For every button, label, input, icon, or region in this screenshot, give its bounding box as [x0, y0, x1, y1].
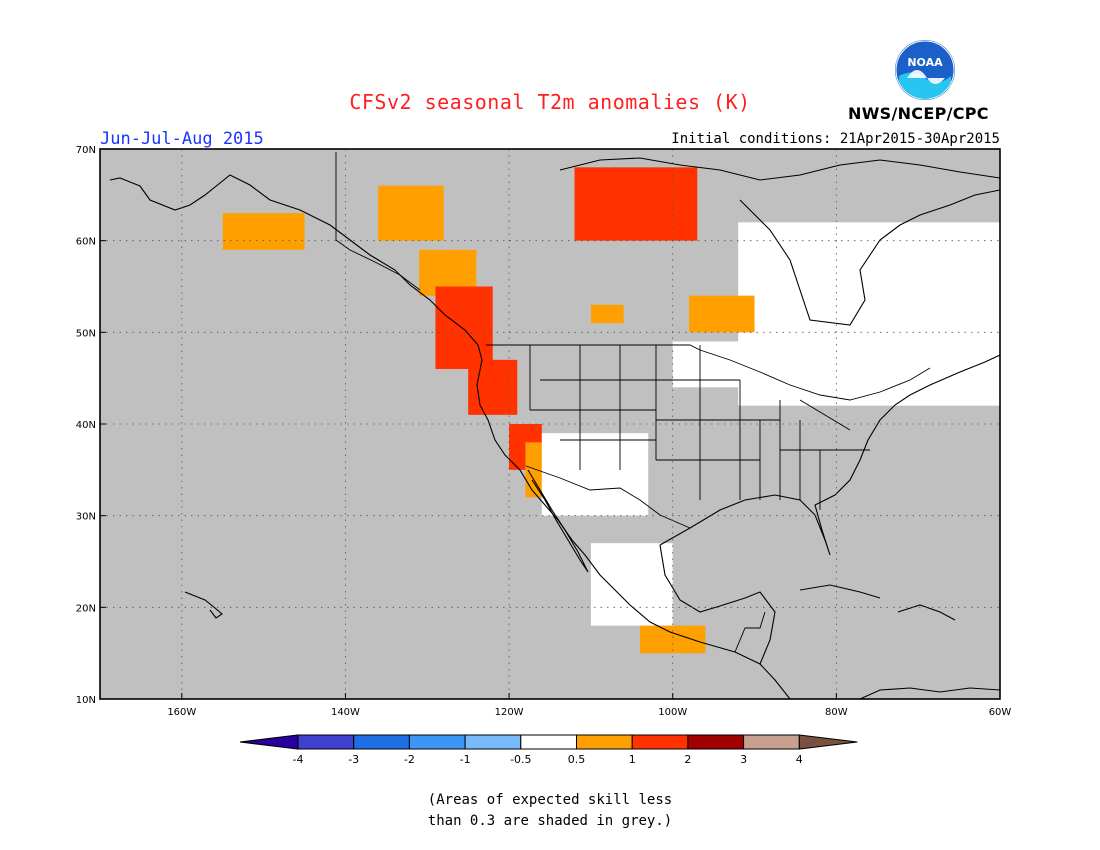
- anomaly-region-15: [590, 304, 624, 324]
- colorbar-box: [687, 734, 745, 750]
- coastline-arctic: [559, 157, 1000, 181]
- colorbar-box: [353, 734, 410, 750]
- lon-label: 60W: [989, 707, 1012, 718]
- anomaly-region-5: [435, 286, 493, 369]
- lon-label: 80W: [825, 707, 848, 718]
- coastline-southamerica: [859, 687, 1000, 699]
- coastline-baja: [527, 469, 589, 573]
- colorbar-label: -2: [404, 753, 415, 766]
- colorbar-box: [520, 734, 577, 750]
- skill-note: (Areas of expected skill less than 0.3 a…: [0, 790, 1100, 832]
- agency-label: NWS/NCEP/CPC: [848, 104, 989, 123]
- lat-label: 40N: [76, 420, 96, 431]
- border-us-canada: [486, 344, 931, 401]
- colorbar-left-arrow: [239, 734, 299, 750]
- colorbar-label: -0.5: [510, 753, 531, 766]
- anomaly-region-6: [468, 359, 518, 415]
- colorbar-right-arrow: [798, 734, 858, 750]
- graticule: [100, 149, 1000, 699]
- lat-label: 60N: [76, 237, 96, 248]
- skill-note-line-1: (Areas of expected skill less: [427, 792, 673, 808]
- colorbar-label: 2: [684, 753, 691, 766]
- colorbar-label: 3: [740, 753, 747, 766]
- coastline-hudson: [739, 189, 1000, 326]
- border-us-mexico: [525, 465, 691, 529]
- anomaly-region-2: [378, 185, 444, 241]
- skill-note-line-2: than 0.3 are shaded in grey.): [427, 813, 673, 829]
- colorbar-box: [743, 734, 800, 750]
- colorbar-box: [408, 734, 466, 750]
- anomaly-region-10: [590, 543, 673, 626]
- anomaly-regions: [222, 167, 1000, 654]
- colorbar-label: 0.5: [568, 753, 586, 766]
- border-mexico-guatemala: [734, 611, 766, 653]
- lat-label: 70N: [76, 145, 96, 156]
- border-alaska-canada: [335, 152, 421, 291]
- colorbar-label: -1: [460, 753, 471, 766]
- colorbar-label: -3: [348, 753, 359, 766]
- lon-label: 160W: [167, 707, 196, 718]
- anomaly-region-11: [738, 222, 1000, 406]
- map-title: CFSv2 seasonal T2m anomalies (K): [349, 90, 751, 114]
- lat-label: 50N: [76, 328, 96, 339]
- state-lines-west: [529, 345, 657, 470]
- colorbar-box: [297, 734, 355, 750]
- colorbar-label: 4: [796, 753, 803, 766]
- colorbar-box: [576, 734, 633, 750]
- anomaly-region-9: [541, 433, 649, 516]
- state-lines-east: [779, 399, 870, 510]
- coastline-west: [109, 174, 791, 699]
- colorbar-box: [631, 734, 689, 750]
- lat-label: 10N: [76, 695, 96, 706]
- noaa-logo-icon: NOAA: [895, 40, 955, 100]
- colorbar-label: 1: [629, 753, 636, 766]
- coastline-hawaii: [184, 591, 223, 619]
- coastline-mexico-east: [659, 544, 776, 665]
- lon-label: 140W: [331, 707, 360, 718]
- anomaly-region-4: [574, 167, 698, 241]
- coastline-cuba: [799, 584, 881, 599]
- anomaly-region-12: [672, 341, 771, 388]
- anomaly-region-13: [640, 625, 706, 654]
- lat-label: 20N: [76, 603, 96, 614]
- season-label: Jun-Jul-Aug 2015: [100, 129, 264, 149]
- anomaly-region-14: [689, 295, 755, 333]
- lon-label: 100W: [658, 707, 687, 718]
- lat-label: 30N: [76, 512, 96, 523]
- state-lines-central: [656, 345, 780, 500]
- colorbar-label: -4: [293, 753, 304, 766]
- noaa-logo-text: NOAA: [907, 56, 943, 69]
- lon-label: 120W: [495, 707, 524, 718]
- coastline-hispaniola: [897, 604, 956, 621]
- colorbar-box: [464, 734, 522, 750]
- political-borders: [335, 152, 931, 653]
- legend-colorbar: -4 -3 -2 -1 -0.5 0.5 1 2 3 4: [239, 734, 858, 766]
- anomaly-region-1: [222, 213, 305, 250]
- initial-conditions-label: Initial conditions: 21Apr2015-30Apr2015: [671, 131, 1000, 147]
